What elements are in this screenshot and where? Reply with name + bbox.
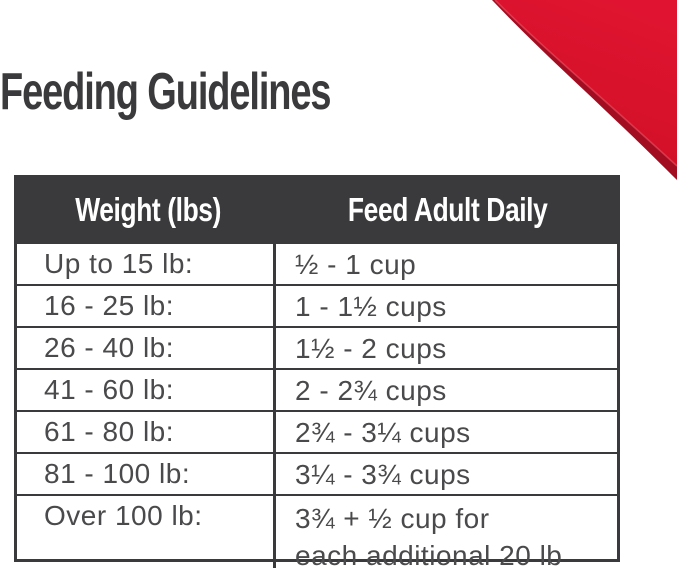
header-weight-lbs: Weight (lbs) [17, 178, 279, 242]
page-title: Feeding Guidelines [0, 63, 332, 121]
table-row: 26 - 40 lb: 1½ - 2 cups [17, 326, 617, 368]
table-row: 16 - 25 lb: 1 - 1½ cups [17, 284, 617, 326]
table-row: Up to 15 lb: ½ - 1 cup [17, 242, 617, 284]
weight-cell: 61 - 80 lb: [17, 412, 276, 452]
feed-cell: 2¾ - 3¼ cups [295, 416, 471, 448]
weight-cell: Up to 15 lb: [17, 244, 276, 284]
weight-cell: 26 - 40 lb: [17, 328, 276, 368]
feed-cell: 3¾ + ½ cup for each additional 20 lb [295, 503, 563, 568]
feed-cell: ½ - 1 cup [295, 248, 417, 280]
swoosh-highlight-edge [494, 0, 677, 167]
feed-cell: 2 - 2¾ cups [295, 374, 447, 406]
feed-cell: 3¼ - 3¾ cups [295, 458, 471, 490]
table-row: 41 - 60 lb: 2 - 2¾ cups [17, 368, 617, 410]
table-row: 61 - 80 lb: 2¾ - 3¼ cups [17, 410, 617, 452]
feeding-table: Weight (lbs) Feed Adult Daily Up to 15 l… [14, 175, 620, 568]
table-row: 81 - 100 lb: 3¼ - 3¾ cups [17, 452, 617, 494]
weight-cell: 16 - 25 lb: [17, 286, 276, 326]
header-weight-label: Weight (lbs) [75, 191, 221, 228]
feed-cell: 1½ - 2 cups [295, 332, 447, 364]
table-row: Over 100 lb: 3¾ + ½ cup for each additio… [17, 494, 617, 568]
table-header-row: Weight (lbs) Feed Adult Daily [17, 178, 617, 242]
red-swoosh-graphic [492, 0, 677, 180]
weight-cell: 81 - 100 lb: [17, 454, 276, 494]
feed-cell: 1 - 1½ cups [295, 290, 447, 322]
header-feed-label: Feed Adult Daily [348, 191, 548, 228]
weight-cell: 41 - 60 lb: [17, 370, 276, 410]
header-feed-adult-daily: Feed Adult Daily [279, 178, 617, 242]
weight-cell: Over 100 lb: [17, 496, 276, 568]
